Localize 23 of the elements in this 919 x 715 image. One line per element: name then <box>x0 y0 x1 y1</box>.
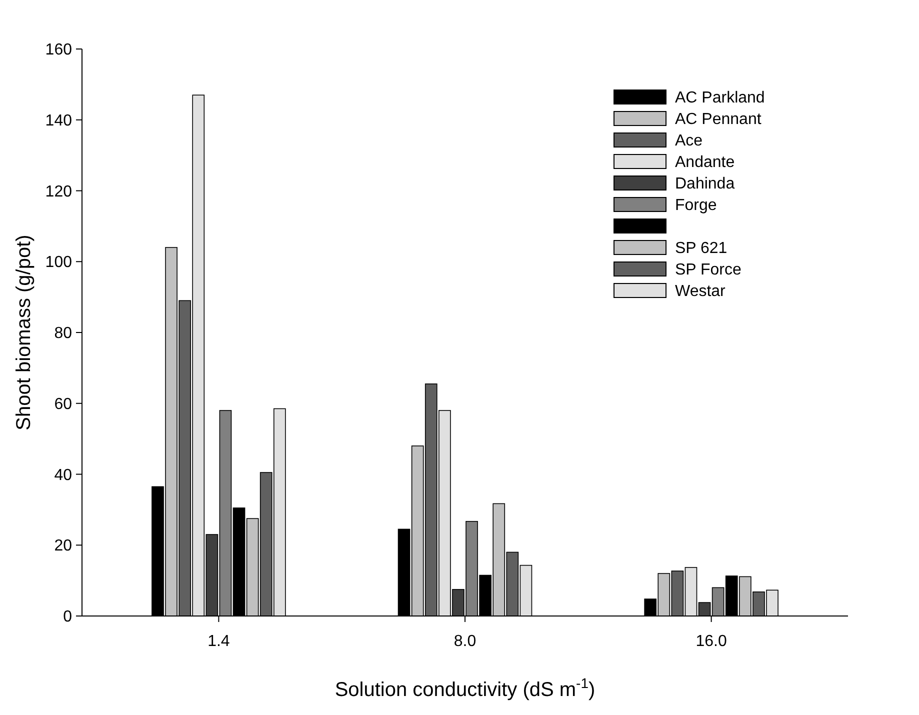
x-tick-label: 16.0 <box>696 633 727 650</box>
legend-label: AC Pennant <box>675 111 762 128</box>
y-tick-label: 0 <box>63 608 72 626</box>
legend-label: Dahinda <box>675 176 735 193</box>
y-tick-label: 100 <box>45 254 72 272</box>
y-axis-title: Shoot biomass (g/pot) <box>13 234 35 430</box>
legend-label: Westar <box>675 283 726 300</box>
x-axis-title: Solution conductivity (dS m$^{-1}$) <box>334 675 596 701</box>
legend-label: Ace <box>675 132 703 150</box>
legend-label: SP Force <box>675 262 742 279</box>
legend-label: Andante <box>675 154 735 172</box>
y-tick-label: 40 <box>54 466 72 484</box>
y-tick-label: 60 <box>54 396 72 413</box>
legend-label: SP 621 <box>675 240 728 258</box>
y-tick-label: 20 <box>54 538 72 555</box>
y-tick-label: 120 <box>45 183 72 200</box>
x-tick-label: 1.4 <box>208 633 230 650</box>
y-tick-label: 80 <box>54 325 72 342</box>
legend-label: AC Parkland <box>675 90 765 107</box>
y-tick-label: 140 <box>45 112 72 130</box>
y-tick-label: 160 <box>45 42 72 59</box>
legend-label: Forge <box>675 197 717 214</box>
x-tick-label: 8.0 <box>454 633 476 650</box>
